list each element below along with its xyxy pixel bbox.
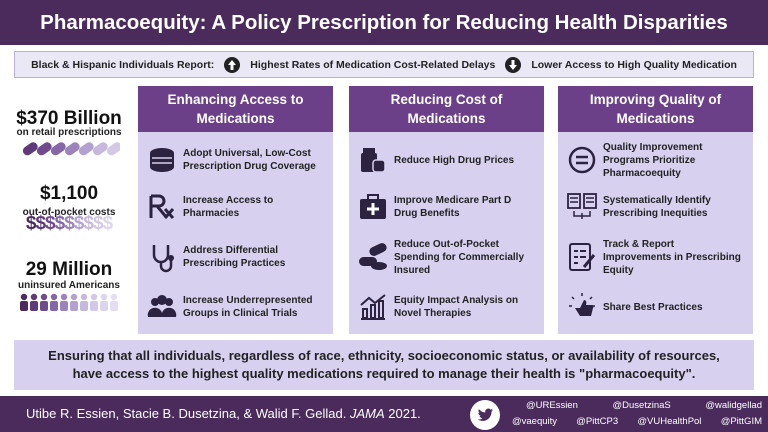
dollar-sign: $ xyxy=(45,213,56,234)
footer-band xyxy=(0,396,768,432)
banner-item: Highest Rates of Medication Cost-Related… xyxy=(250,58,496,71)
item-icon xyxy=(147,295,177,317)
year: 2021. xyxy=(388,406,421,421)
journal: JAMA xyxy=(349,406,385,421)
item-text: Systematically Identify Prescribing Ineq… xyxy=(603,195,711,219)
item-text: Reduce High Drug Prices xyxy=(394,154,515,166)
statement: Ensuring that all individuals, regardles… xyxy=(14,340,754,390)
dollar-sign: $ xyxy=(83,213,94,234)
dollar-sign: $ xyxy=(64,213,75,234)
twitter-icon xyxy=(470,400,500,430)
stat-value: $370 Billion xyxy=(16,108,122,129)
column-panel: Improving Quality of Medications Quality … xyxy=(558,86,753,334)
item-icon xyxy=(568,146,596,174)
column-title: Reducing Cost of Medications xyxy=(349,86,544,132)
item-text: Adopt Universal, Low-Cost Prescription D… xyxy=(183,148,316,172)
item-icon xyxy=(359,243,387,270)
stat-value: $1,100 xyxy=(39,183,99,204)
header-band xyxy=(0,0,768,45)
item-icon xyxy=(361,148,386,173)
dollar-sign: $ xyxy=(73,213,85,234)
column-title: Enhancing Access to Medications xyxy=(138,86,333,132)
item-text: Share Best Practices xyxy=(603,301,703,313)
item-text: Track & Report Improvements in Prescribi… xyxy=(603,238,741,276)
people-row xyxy=(20,293,118,311)
handle: @walidgellad xyxy=(705,400,762,411)
column-panel: Enhancing Access to Medications Adopt Uni… xyxy=(138,86,333,334)
dollar-sign: $ xyxy=(54,213,66,234)
banner-lead: Black & Hispanic Individuals Report: xyxy=(31,58,215,71)
dollar-sign: $ xyxy=(102,213,114,234)
item-icon xyxy=(569,243,596,271)
down-arrow-icon xyxy=(505,56,522,73)
authors: Utibe R. Essien, Stacie B. Dusetzina, & … xyxy=(26,406,347,421)
item-icon xyxy=(567,193,597,219)
item-icon xyxy=(569,293,595,316)
item-text: Increase Underrepresented Groups in Clin… xyxy=(183,295,313,319)
banner-item: Lower Access to High Quality Medication xyxy=(531,58,737,71)
item-text: Equity Impact Analysis on Novel Therapie… xyxy=(394,295,519,319)
item-text: Quality Improvement Programs Prioritize … xyxy=(603,141,703,179)
handle: @vaequity xyxy=(512,416,558,427)
column-title: Improving Quality of Medications xyxy=(558,86,753,132)
item-icon xyxy=(360,194,386,219)
item-icon xyxy=(152,245,174,273)
handle: @UREssien xyxy=(526,400,578,411)
item-text: Increase Access to Pharmacies xyxy=(183,195,274,219)
dollar-sign: $ xyxy=(35,213,46,234)
stat-label: uninsured Americans xyxy=(18,280,120,291)
item-icon xyxy=(150,148,174,172)
item-text: Reduce Out-of-Pocket Spending for Commer… xyxy=(394,238,525,276)
dollar-row: $$$$$$$$$ xyxy=(4,213,134,235)
pill-row xyxy=(22,142,120,156)
column-panel: Reducing Cost of Medications Reduce High … xyxy=(349,86,544,334)
stat-value: 29 Million xyxy=(25,259,113,280)
handle: @DusetzinaS xyxy=(612,400,671,411)
citation: Utibe R. Essien, Stacie B. Dusetzina, & … xyxy=(26,396,421,432)
stat-label: out-of-pocket costs xyxy=(22,207,116,218)
title: Pharmacoequity: A Policy Prescription fo… xyxy=(40,11,728,34)
item-icon xyxy=(360,294,386,320)
handle: @VUHealthPol xyxy=(637,416,702,427)
handle: @PittCP3 xyxy=(576,416,619,427)
handle-row: @vaequity @PittCP3 @VUHealthPol @PittGIM xyxy=(512,414,762,430)
item-text: Address Differential Prescribing Practic… xyxy=(183,245,286,269)
banner: Black & Hispanic Individuals Report: Hig… xyxy=(14,51,754,78)
handle: @PittGIM xyxy=(720,416,762,427)
stat-label: on retail prescriptions xyxy=(16,127,122,138)
handle-row: @UREssien @DusetzinaS @walidgellad xyxy=(512,398,762,414)
item-text: Improve Medicare Part D Drug Benefits xyxy=(394,195,512,219)
up-arrow-icon xyxy=(224,56,241,73)
handles: @UREssien @DusetzinaS @walidgellad @vaequit… xyxy=(512,398,762,430)
item-icon xyxy=(149,194,175,219)
dollar-sign: $ xyxy=(92,213,104,234)
dollar-sign: $ xyxy=(25,213,37,234)
